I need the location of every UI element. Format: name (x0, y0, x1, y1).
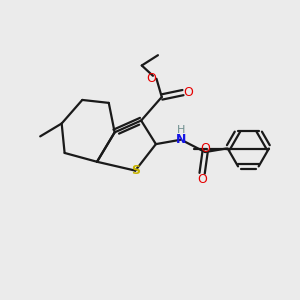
Text: O: O (146, 72, 156, 85)
Text: N: N (176, 133, 186, 146)
Text: H: H (177, 125, 185, 135)
Text: O: O (183, 86, 193, 99)
Text: S: S (131, 164, 140, 177)
Text: O: O (197, 172, 207, 186)
Text: O: O (200, 142, 210, 155)
